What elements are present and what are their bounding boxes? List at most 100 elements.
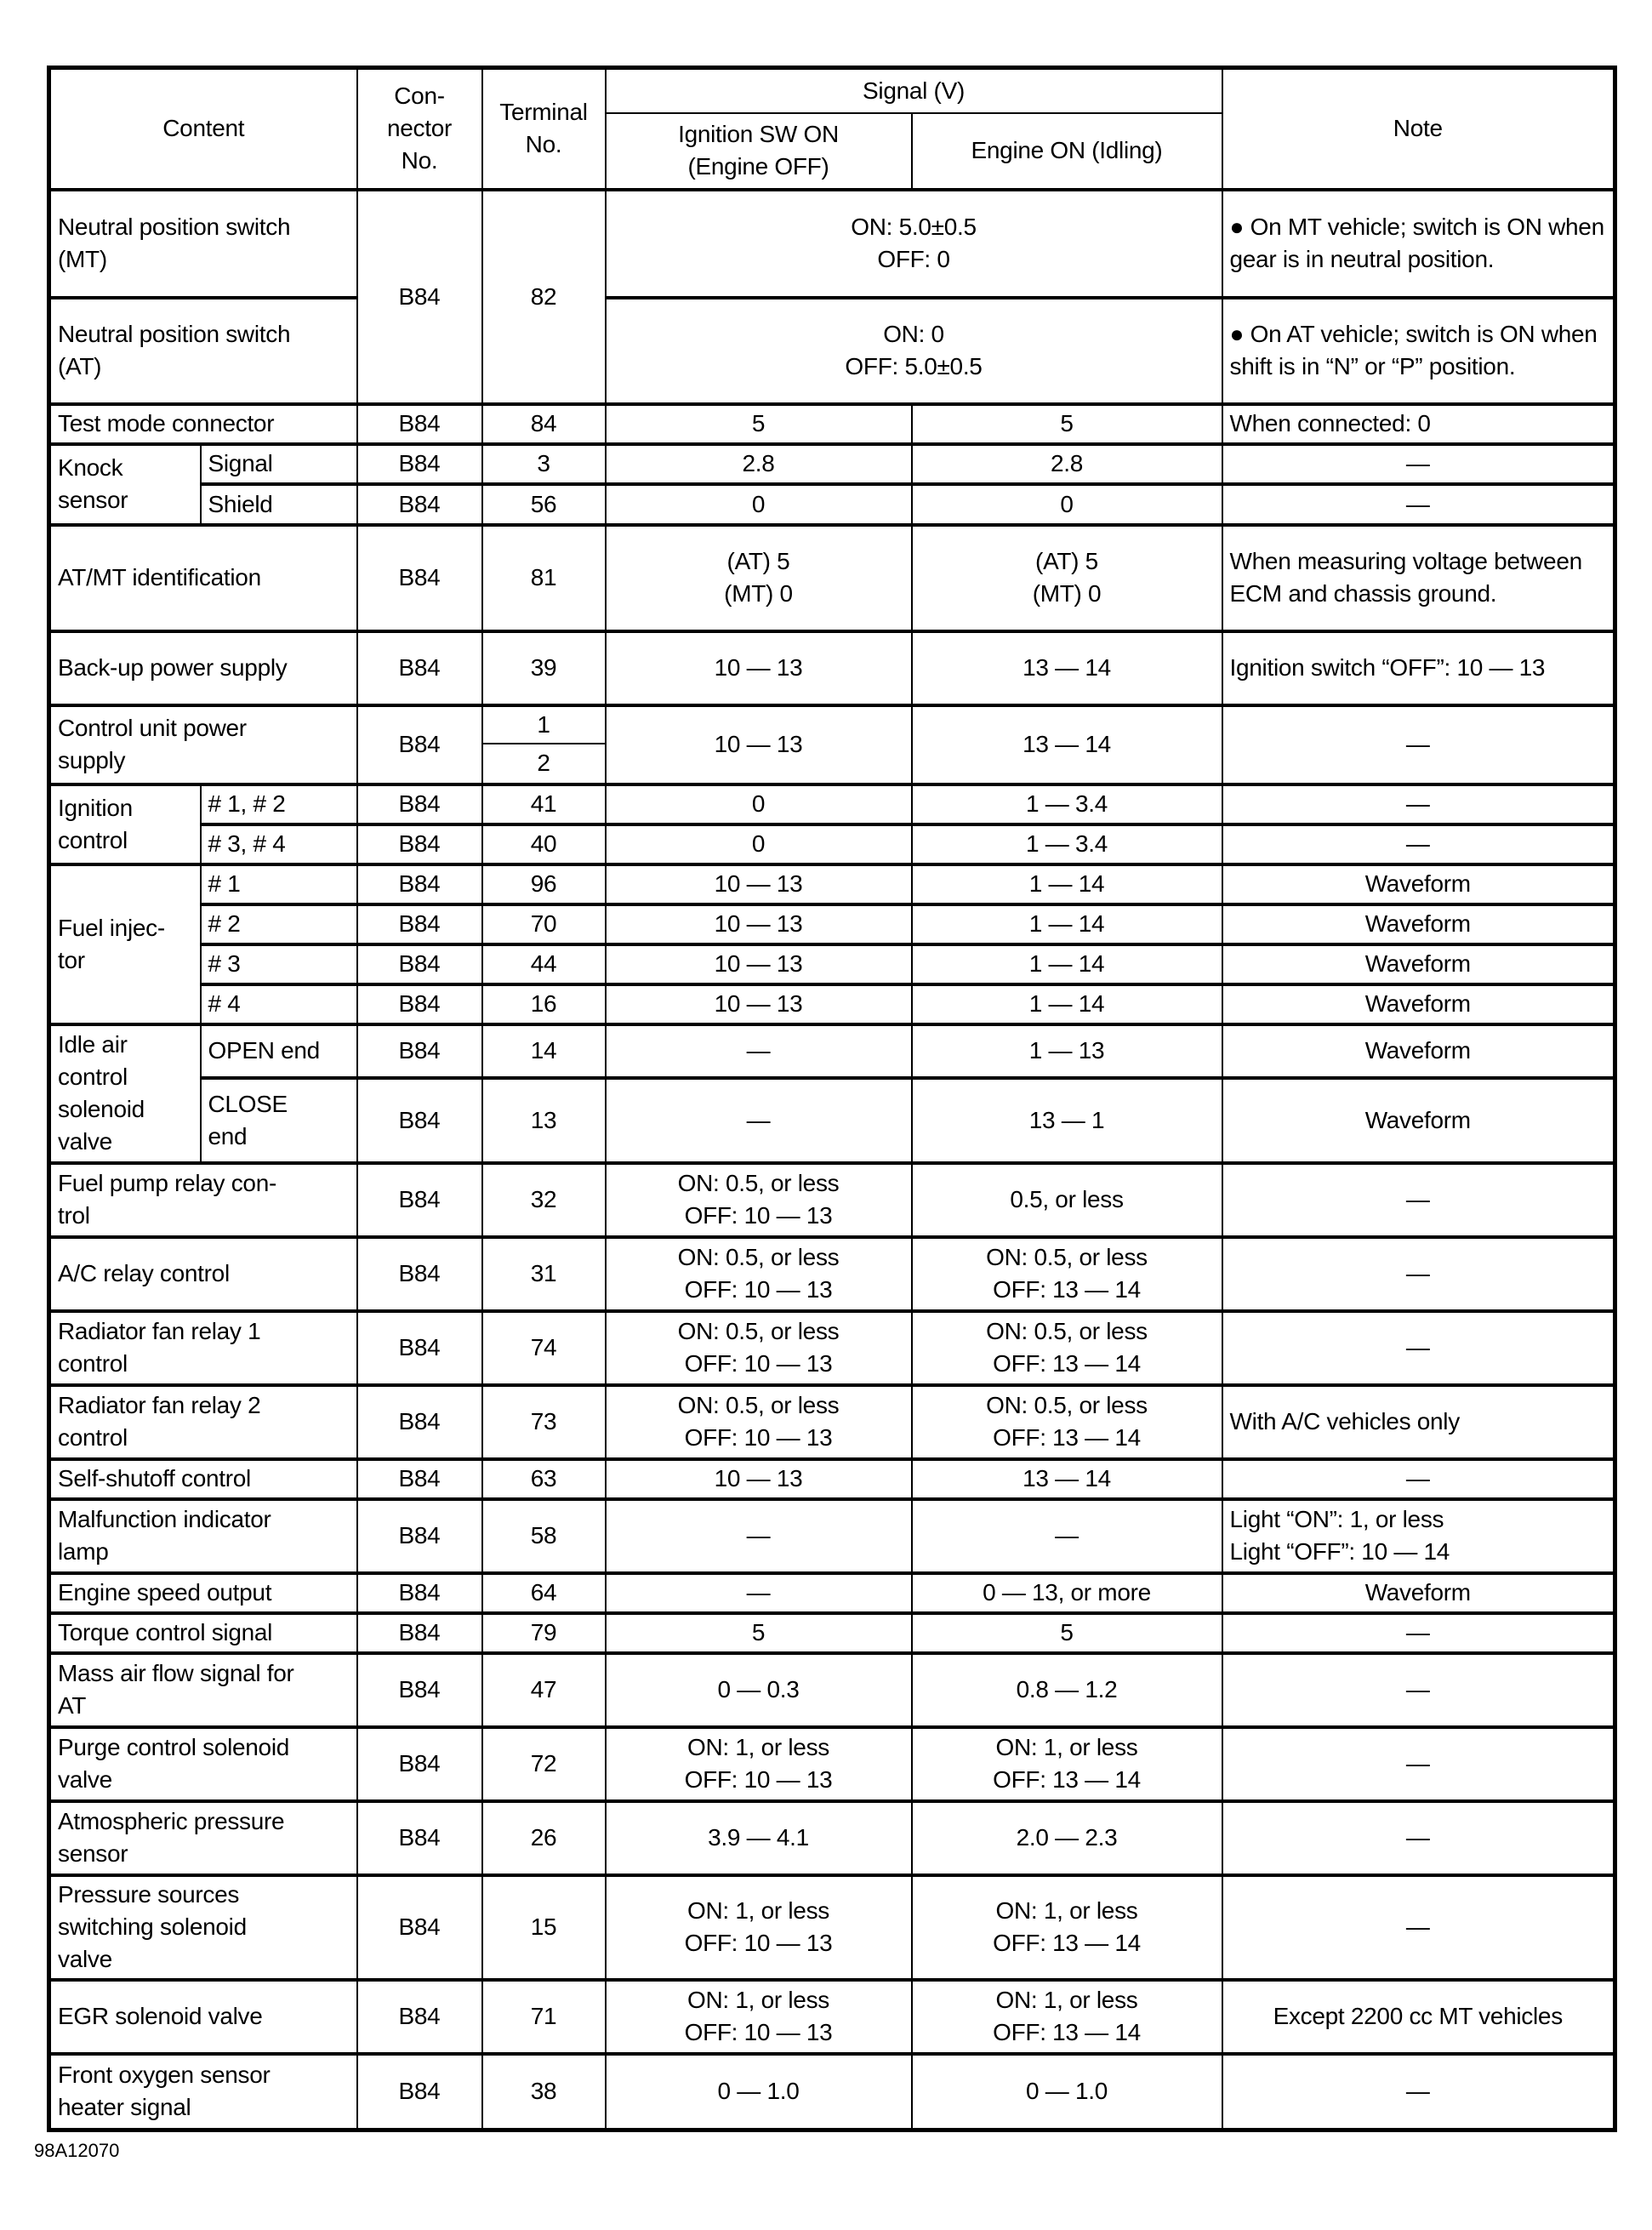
row-ignition-on: 10 — 13 (604, 862, 913, 905)
row-terminal: 32 (481, 1161, 607, 1238)
row-ignition-on: 10 — 13 (604, 1457, 913, 1500)
row-engine-on: ON: 0.5, or less OFF: 13 — 14 (910, 1309, 1223, 1386)
row-ignition-on: ON: 0.5, or less OFF: 10 — 13 (604, 1235, 913, 1312)
row-content: Torque control signal (48, 1611, 358, 1654)
header-connector: Con- nector No. (356, 66, 483, 191)
row-group: Knock sensor (48, 442, 202, 526)
row-note: — (1221, 703, 1616, 785)
row-signal: ON: 0 OFF: 5.0±0.5 (604, 295, 1223, 405)
row-terminal: 73 (481, 1383, 607, 1460)
row-terminal: 2 (481, 742, 607, 785)
row-note: ● On MT vehicle; switch is ON when gear … (1221, 187, 1616, 299)
row-content: Control unit power supply (48, 703, 358, 785)
row-connector: B84 (356, 522, 483, 632)
row-group: Ignition control (48, 782, 202, 865)
row-note: — (1221, 1873, 1616, 1981)
table-row: Atmospheric pressure sensor B84 26 3.9 — 4.… (48, 1799, 1616, 1876)
row-note: When connected: 0 (1221, 402, 1616, 445)
row-terminal: 31 (481, 1235, 607, 1312)
row-ignition-on: 10 — 13 (604, 902, 913, 945)
row-note: — (1221, 2051, 1616, 2131)
row-engine-on: ON: 1, or less OFF: 13 — 14 (910, 1977, 1223, 2055)
row-ignition-on: — (604, 1022, 913, 1079)
row-content: Radiator fan relay 1 control (48, 1309, 358, 1386)
row-note: Waveform (1221, 862, 1616, 905)
row-engine-on: 1 — 3.4 (910, 782, 1223, 825)
row-connector: B84 (356, 1235, 483, 1312)
row-ignition-on: 5 (604, 402, 913, 445)
row-ignition-on: — (604, 1571, 913, 1614)
row-connector: B84 (356, 1497, 483, 1574)
table-row: Pressure sources switching solenoid valv… (48, 1873, 1616, 1981)
row-engine-on: 13 — 14 (910, 1457, 1223, 1500)
row-terminal: 63 (481, 1457, 607, 1500)
row-connector: B84 (356, 1725, 483, 1802)
row-content: Self-shutoff control (48, 1457, 358, 1500)
row-content: Malfunction indicator lamp (48, 1497, 358, 1574)
row-note: — (1221, 442, 1616, 485)
row-content: Neutral position switch (AT) (48, 295, 358, 405)
row-ignition-on: 10 — 13 (604, 942, 913, 985)
row-terminal: 82 (481, 187, 607, 405)
row-engine-on: 1 — 3.4 (910, 822, 1223, 865)
row-content: Test mode connector (48, 402, 358, 445)
row-terminal: 56 (481, 482, 607, 526)
row-terminal: 39 (481, 629, 607, 706)
header-terminal: Terminal No. (481, 66, 607, 191)
row-content: AT/MT identification (48, 522, 358, 632)
row-ignition-on: ON: 0.5, or less OFF: 10 — 13 (604, 1161, 913, 1238)
row-content: Neutral position switch (MT) (48, 187, 358, 299)
table-row: Mass air flow signal for AT B84 47 0 — 0.3 0… (48, 1651, 1616, 1728)
ecm-terminal-signal-table: Content Con- nector No. Terminal No. Sig… (47, 66, 1618, 2132)
row-note: Except 2200 cc MT vehicles (1221, 1977, 1616, 2055)
row-content: # 1, # 2 (199, 782, 358, 825)
row-note: — (1221, 482, 1616, 526)
row-note: Waveform (1221, 1571, 1616, 1614)
row-engine-on: 1 — 14 (910, 982, 1223, 1025)
row-connector: B84 (356, 442, 483, 485)
table-row: Purge control solenoid valve B84 72 ON: 1, … (48, 1725, 1616, 1802)
row-terminal: 16 (481, 982, 607, 1025)
row-engine-on: 1 — 14 (910, 902, 1223, 945)
row-note: — (1221, 822, 1616, 865)
row-content: # 4 (199, 982, 358, 1025)
row-ignition-on: 2.8 (604, 442, 913, 485)
row-note: When measuring voltage between ECM and c… (1221, 522, 1616, 632)
table-row: Engine speed output B84 64—0 — 13, or more… (48, 1571, 1616, 1614)
row-note: Waveform (1221, 942, 1616, 985)
row-engine-on: 13 — 14 (910, 629, 1223, 706)
row-connector: B84 (356, 1457, 483, 1500)
row-terminal: 72 (481, 1725, 607, 1802)
row-content: # 1 (199, 862, 358, 905)
row-connector: B84 (356, 1799, 483, 1876)
row-ignition-on: ON: 1, or less OFF: 10 — 13 (604, 1725, 913, 1802)
figure-code: 98A12070 (34, 2140, 120, 2161)
row-connector: B84 (356, 982, 483, 1025)
row-engine-on: 0 (910, 482, 1223, 526)
row-content: Pressure sources switching solenoid valv… (48, 1873, 358, 1981)
row-connector: B84 (356, 1873, 483, 1981)
row-note: — (1221, 1235, 1616, 1312)
row-group: Fuel injec- tor (48, 862, 202, 1025)
row-ignition-on: ON: 1, or less OFF: 10 — 13 (604, 1977, 913, 2055)
row-engine-on: 0.5, or less (910, 1161, 1223, 1238)
row-terminal: 58 (481, 1497, 607, 1574)
row-engine-on: 5 (910, 402, 1223, 445)
row-engine-on: 5 (910, 1611, 1223, 1654)
row-connector: B84 (356, 942, 483, 985)
row-terminal: 70 (481, 902, 607, 945)
row-note: Waveform (1221, 1075, 1616, 1164)
table-row: EGR solenoid valve B84 71 ON: 1, or less OF… (48, 1977, 1616, 2055)
table-row: Front oxygen sensor heater signal B84 38 0 … (48, 2051, 1616, 2131)
row-connector: B84 (356, 629, 483, 706)
row-ignition-on: — (604, 1075, 913, 1164)
row-engine-on: ON: 1, or less OFF: 13 — 14 (910, 1873, 1223, 1981)
row-terminal: 81 (481, 522, 607, 632)
row-connector: B84 (356, 482, 483, 526)
row-note: — (1221, 1611, 1616, 1654)
row-engine-on: ON: 1, or less OFF: 13 — 14 (910, 1725, 1223, 1802)
row-content: # 3, # 4 (199, 822, 358, 865)
row-terminal: 47 (481, 1651, 607, 1728)
row-note: Ignition switch “OFF”: 10 — 13 (1221, 629, 1616, 706)
row-note: — (1221, 1309, 1616, 1386)
